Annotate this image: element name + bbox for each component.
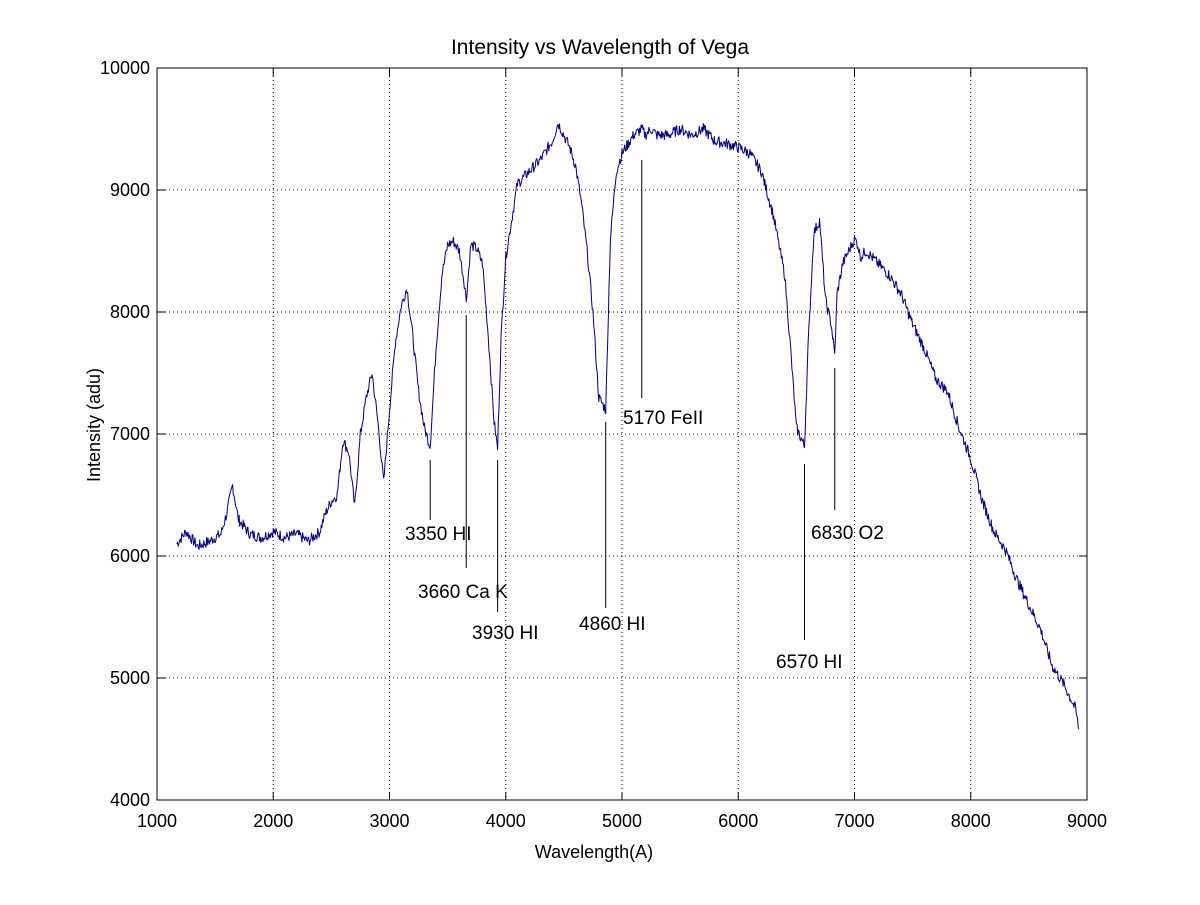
annotation-labels: 3350 HI 3660 Ca K 3930 HI 4860 HI 5170 FeII 6… (405, 408, 884, 673)
x-tick-label: 8000 (951, 811, 991, 831)
annotation-label: 6830 O2 (811, 523, 884, 544)
x-tick-label: 5000 (602, 811, 642, 831)
x-tick-label: 2000 (253, 811, 293, 831)
annotation-label: 3930 HI (472, 623, 539, 644)
annotation-label: 5170 FeII (623, 408, 703, 429)
x-axis-label: Wavelength(A) (535, 842, 653, 862)
grid (157, 68, 1087, 800)
y-tick-label: 7000 (110, 424, 150, 444)
annotation-label: 3660 Ca K (418, 582, 508, 603)
y-axis-label: Intensity (adu) (84, 368, 104, 482)
y-tick-label: 4000 (110, 790, 150, 810)
y-tick-label: 10000 (100, 58, 150, 78)
y-tick-label: 6000 (110, 546, 150, 566)
annotation-label: 6570 HI (776, 652, 843, 673)
y-tick-label: 8000 (110, 302, 150, 322)
annotation-lines (429, 160, 836, 640)
annotation-label: 4860 HI (579, 614, 646, 635)
series-line-vega (176, 123, 1080, 730)
series-layer (176, 123, 1080, 730)
axis-ticks: 1000 2000 3000 4000 5000 6000 7000 8000 9000 4000… (100, 58, 1107, 831)
x-tick-label: 1000 (137, 811, 177, 831)
x-tick-label: 3000 (369, 811, 409, 831)
y-tick-label: 5000 (110, 668, 150, 688)
x-tick-label: 6000 (718, 811, 758, 831)
annotation-label: 3350 HI (405, 524, 472, 545)
x-tick-label: 7000 (834, 811, 874, 831)
y-tick-label: 9000 (110, 180, 150, 200)
x-tick-label: 4000 (486, 811, 526, 831)
x-tick-label: 9000 (1067, 811, 1107, 831)
chart-title: Intensity vs Wavelength of Vega (451, 36, 749, 59)
